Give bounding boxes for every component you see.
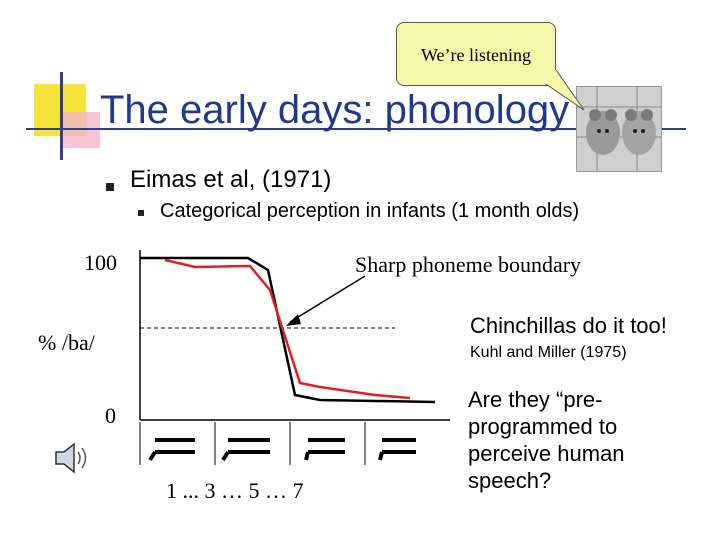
sub-bullet-marker	[138, 210, 144, 216]
bullet-text: Eimas et al, (1971)	[130, 166, 332, 193]
black-curve	[140, 256, 436, 404]
red-curve	[164, 258, 411, 400]
phoneme-boundary-annotation: Sharp phoneme boundary	[355, 252, 582, 277]
y-axis-label-bottom: 0	[105, 403, 116, 428]
annotation-arrow	[289, 275, 366, 323]
annotation-arrowhead	[286, 314, 301, 326]
bullet-marker	[106, 183, 114, 191]
slide-title: The early days: phonology	[100, 88, 570, 132]
chinchilla-headline: Chinchillas do it too!	[470, 313, 667, 338]
chinchilla-citation: Kuhl and Miller (1975)	[470, 344, 627, 361]
y-axis-label-mid: % /ba/	[38, 330, 95, 355]
x-axis-tick-labels: 1 ... 3 … 5 … 7	[166, 478, 304, 503]
question-text: Are they “pre-programmed to perceive hum…	[468, 387, 625, 493]
speech-bubble-tail	[540, 70, 585, 111]
decor-vertical-line	[60, 72, 63, 160]
decor-pink-square	[60, 112, 100, 148]
speech-bubble-text: We’re listening	[420, 45, 531, 65]
speaker-icon[interactable]	[52, 440, 92, 476]
chinchilla-photo	[576, 86, 662, 172]
decor-horizontal-line	[26, 128, 686, 130]
sub-bullet-text: Categorical perception in infants (1 mon…	[160, 200, 580, 222]
identification-curve-figure	[139, 250, 450, 465]
stimulus-dividers	[139, 422, 366, 465]
stimulus-glyphs	[148, 438, 416, 462]
speech-bubble: We’re listening	[396, 22, 556, 86]
y-axis-label-top: 100	[84, 250, 117, 275]
